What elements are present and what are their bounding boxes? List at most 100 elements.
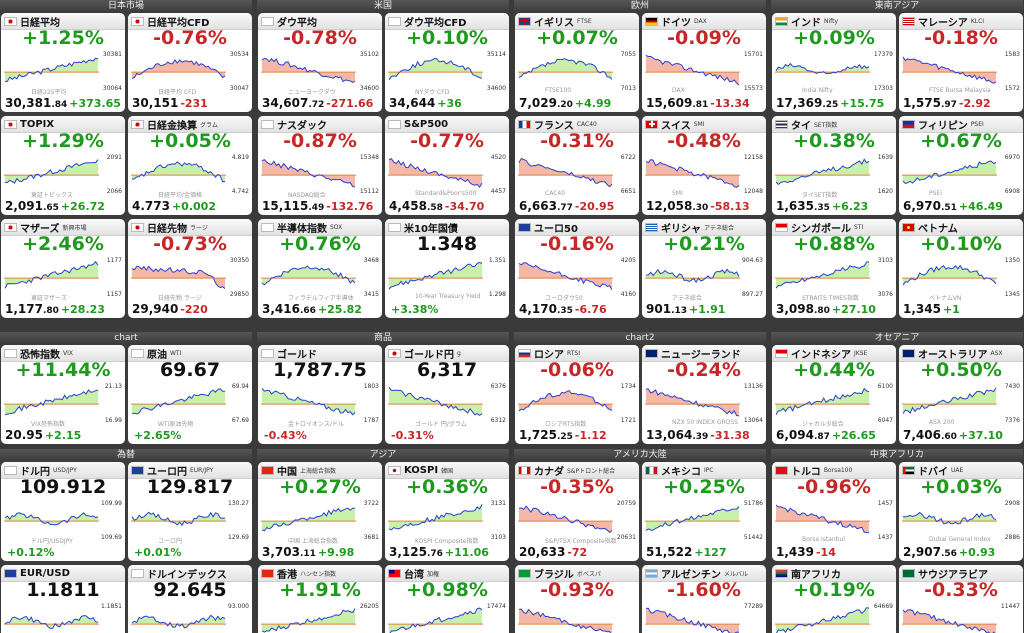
low-label: 17303 [873, 85, 893, 92]
market-tile[interactable]: ユーロ円 EUR/JPY 129.817 130.27 129.69 ユーロ円 +0.01% [128, 462, 252, 561]
section-1: 米国 ダウ平均 -0.78% 35102 34600 ニューヨークダウ 34,607.72-… [257, 0, 509, 318]
price-diff: -220 [180, 303, 208, 316]
tile-header: 日経平均 [1, 13, 125, 30]
market-tile[interactable]: トルコ Borsa100 -0.96% 1457 1437 Borsa Istanbul 1… [772, 462, 896, 561]
flag-icon [518, 222, 531, 232]
chart-area [519, 58, 612, 80]
market-tile[interactable]: ロシア RTSI -0.06% 1734 1721 ロシアRTS指数 1,725.25 -1.… [515, 345, 639, 444]
market-tile[interactable]: 半導体指数 SOX +0.76% 3468 3415 フィラデルフィア半導体 3,416.6… [258, 219, 382, 318]
market-tile[interactable]: 米10年国債 1.348 1.351 1.298 10-Year Treasury Yi… [385, 219, 509, 318]
market-tile[interactable]: カナダ S&Pトロント総合 -0.35% 20759 20631 S&P/TSX Comp… [515, 462, 639, 561]
market-tile[interactable]: オーストラリア ASX +0.50% 7430 7376 ASX 200 7,406.60 +… [899, 345, 1023, 444]
market-tile[interactable]: フランス CAC40 -0.31% 6722 6651 CAC40 6,663.77 -20.… [515, 116, 639, 215]
market-tile[interactable]: マザーズ 新興市場 +2.46% 1177 1157 東証マザーズ 1,177.80 +28.… [1, 219, 125, 318]
low-label: 2886 [1004, 534, 1020, 541]
change-value: +1.29% [22, 130, 104, 152]
low-label: 3103 [490, 534, 506, 541]
market-tile[interactable]: スイス SMI -0.48% 12158 12048 SMI 12,058.30 -58.13 [642, 116, 766, 215]
high-label: 26205 [359, 603, 379, 610]
low-label: 6047 [877, 417, 893, 424]
price-footer: 30,381.84 +373.65 [5, 96, 121, 110]
market-tile[interactable]: ナスダック -0.87% 15348 15112 NASDAQ総合 15,115.49 -1… [258, 116, 382, 215]
market-tile[interactable]: 台湾 加権 +0.98% 17474 [385, 565, 509, 633]
market-tile[interactable]: ギリシャ アテネ総合 +0.21% 904.63 897.27 アテネ総合 901.13 +1… [642, 219, 766, 318]
market-tile[interactable]: サウジアラビア -0.33% 11447 [899, 565, 1023, 633]
index-watermark: 東証トピックス [31, 192, 73, 199]
price-footer: 34,607.72 -271.66 [262, 96, 373, 110]
market-tile[interactable]: 日経平均CFD -0.76% 30534 30047 日経平均 CFD 30,151 -23… [128, 13, 252, 112]
chart-area [132, 266, 225, 289]
market-tile[interactable]: ニュージーランド -0.24% 13136 13064 NZX 50 INDEX GRO… [642, 345, 766, 444]
market-tile[interactable]: 南アフリカ +0.19% 64669 [772, 565, 896, 633]
tile-name: ニュージーランド [661, 349, 741, 361]
mini-chart [4, 57, 99, 82]
price-diff: +0.93 [958, 546, 996, 559]
tile-subname: メルバル [723, 570, 748, 578]
section-title: 東南アジア [771, 0, 1023, 12]
price-diff: +25.82 [317, 303, 362, 316]
market-tile[interactable]: ゴールド 1,787.75 1803 1787 金トロイオンス/ドル -0.43% [258, 345, 382, 444]
low-label: 4457 [490, 188, 506, 195]
section-3: 東南アジア インド Nifty +0.09% 17379 17303 India Nifty… [771, 0, 1023, 318]
market-tile[interactable]: ドル円 USD/JPY 109.912 109.99 109.69 ドル円/USDJPY +… [1, 462, 125, 561]
tile-header: トルコ Borsa100 [772, 462, 896, 479]
price-diff: -14 [815, 546, 836, 559]
flag-icon [4, 16, 17, 26]
market-tile[interactable]: KOSPI 韓国 +0.36% 3131 3103 KOSPI Composite指数 3,… [385, 462, 509, 561]
market-tile[interactable]: マレーシア KLCI -0.18% 1583 1572 FTSE Bursa Malays… [899, 13, 1023, 112]
market-tile[interactable]: ドバイ UAE +0.03% 2908 2886 Dubai General Index 2… [899, 462, 1023, 561]
market-tile[interactable]: イギリス FTSE +0.07% 7055 7013 FTSE100 7,029.20 +4.… [515, 13, 639, 112]
market-tile[interactable]: ダウ平均CFD +0.10% 35114 34600 NYダウ CFD 34,644 +36 [385, 13, 509, 112]
flag-icon [4, 348, 17, 358]
price-value: 6,663 [519, 199, 557, 213]
market-tile[interactable]: メキシコ IPC +0.25% 51786 51442 51,522 +127 [642, 462, 766, 561]
mini-chart [388, 386, 483, 416]
market-tile[interactable]: 恐怖指数 VIX +11.44% 21.13 16.99 VIX恐怖指数 20.95 +2.1… [1, 345, 125, 444]
market-tile[interactable]: タイ SET指数 +0.38% 1639 1620 タイSET指数 1,635.35 +6.2… [772, 116, 896, 215]
market-tile[interactable]: ブラジル ボベスパ -0.93% [515, 565, 639, 633]
market-tile[interactable]: アルゼンチン メルバル -1.60% 77289 [642, 565, 766, 633]
flag-icon [261, 568, 274, 578]
flag-icon [645, 465, 658, 475]
market-tile[interactable]: 日経先物 ラージ -0.73% 30350 29850 日経先物 ラージ 29,940 -22… [128, 219, 252, 318]
price-diff: +37.10 [958, 429, 1003, 442]
price-value: 7,029 [519, 96, 557, 110]
market-tile[interactable]: インドネシア JKSE +0.44% 6100 6047 ジャカルタ総合 6,094.87 +… [772, 345, 896, 444]
mini-chart [775, 62, 870, 75]
price-footer: 13,064.39 -31.38 [646, 428, 750, 442]
market-tile[interactable]: インド Nifty +0.09% 17379 17303 India Nifty 17,36… [772, 13, 896, 112]
market-tile[interactable]: 日経平均 +1.25% 30381 30064 日経225平均 30,381.84 +373… [1, 13, 125, 112]
price-value: 1,575 [903, 96, 941, 110]
market-tile[interactable]: ドイツ DAX -0.09% 15701 15573 DAX 15,609.81 -13.34 [642, 13, 766, 112]
price-value: 34,607 [262, 96, 309, 110]
tile-header: 中国 上海総合指数 [258, 462, 382, 479]
market-tile[interactable]: 原油 WTI 69.67 69.94 67.69 WTI原油先物 +2.65% [128, 345, 252, 444]
mini-chart [775, 387, 870, 415]
price-value: 51,522 [646, 545, 693, 559]
market-tile[interactable]: 香港 ハンセン指数 +1.91% 26205 [258, 565, 382, 633]
index-watermark: ロシアRTS指数 [545, 421, 587, 428]
market-tile[interactable]: 日経金換算 グラム +0.05% 4.819 4.742 日経平均/金価格 4.773 +0.… [128, 116, 252, 215]
change-value: +0.19% [793, 579, 875, 601]
market-tile[interactable]: TOPIX +1.29% 2091 2066 東証トピックス 2,091.65 +26.72 [1, 116, 125, 215]
market-tile[interactable]: ユーロ50 -0.16% 4205 4160 ユーロダウ50 4,170.35 -6.76 [515, 219, 639, 318]
market-tile[interactable]: シンガポール STI +0.88% 3103 3076 STRAITS TIMES指数 3,… [772, 219, 896, 318]
change-value: -0.96% [797, 476, 871, 498]
low-label: 6651 [620, 188, 636, 195]
mini-chart [261, 507, 356, 532]
chart-area [776, 388, 869, 415]
market-tile[interactable]: 中国 上海総合指数 +0.27% 3722 3681 中国 上海総合指数 3,703.11 +… [258, 462, 382, 561]
market-tile[interactable]: ベトナム +0.10% 1350 1345 ベトナムVN 1,345 +1 [899, 219, 1023, 318]
market-tile[interactable]: フィリピン PSEI +0.67% 6970 6908 PSEi 6,970.51 +46.4… [899, 116, 1023, 215]
market-tile[interactable]: ダウ平均 -0.78% 35102 34600 ニューヨークダウ 34,607.72 -27… [258, 13, 382, 112]
price-line [645, 506, 740, 531]
flag-icon [902, 16, 915, 26]
market-tile[interactable]: ゴールド円 g 6,317 6376 6312 ゴールド 円/グラム -0.31% [385, 345, 509, 444]
tile-name: イギリス [534, 17, 574, 29]
price-footer: 34,644 +36 [389, 96, 462, 110]
flag-icon [388, 16, 401, 26]
change-value: -0.76% [153, 27, 227, 49]
market-tile[interactable]: S&P500 -0.77% 4520 4457 Standard&Poor's500 4,… [385, 116, 509, 215]
